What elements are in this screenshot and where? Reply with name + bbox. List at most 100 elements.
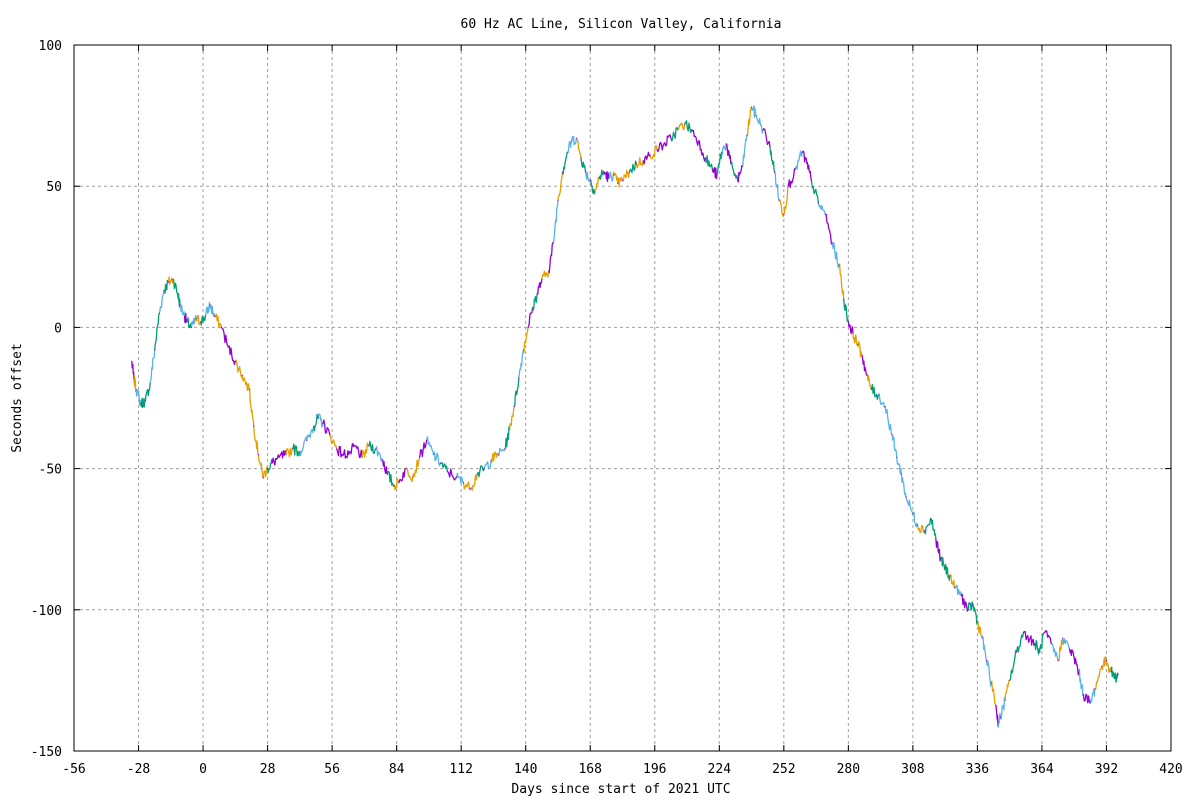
series-segment	[234, 359, 243, 378]
series-segment	[1038, 632, 1045, 653]
data-point	[1043, 631, 1045, 633]
data-point	[1057, 660, 1059, 662]
x-tick-label: 28	[260, 762, 276, 777]
data-point	[824, 213, 826, 216]
data-point	[405, 468, 407, 470]
series-segment	[916, 524, 925, 534]
data-point	[905, 496, 907, 498]
series-segment	[527, 307, 534, 328]
data-point	[154, 349, 156, 351]
series-segment	[656, 141, 665, 153]
data-point	[704, 157, 707, 159]
series-segment	[1062, 637, 1071, 650]
series-segment	[628, 160, 637, 174]
data-point	[1082, 693, 1085, 696]
series-segment	[209, 304, 216, 317]
data-point	[617, 182, 619, 184]
x-tick-label: 308	[901, 762, 924, 777]
data-point	[953, 586, 955, 588]
data-point	[1094, 688, 1096, 690]
data-point	[131, 360, 133, 362]
series-segment	[1115, 672, 1119, 683]
x-tick-label: 140	[514, 762, 537, 777]
series-segment	[725, 143, 732, 164]
data-point	[720, 151, 723, 153]
series-segment	[900, 474, 907, 497]
series-segment	[476, 465, 485, 478]
series-segment	[200, 315, 207, 326]
data-point	[532, 307, 534, 309]
chart-title: 60 Hz AC Line, Silicon Valley, Californi…	[461, 17, 782, 32]
data-point	[1117, 674, 1119, 676]
data-point	[566, 151, 568, 153]
data-point	[990, 682, 992, 684]
data-point	[575, 137, 578, 139]
data-point	[398, 482, 400, 484]
series-segment	[368, 440, 377, 454]
series-segment	[1015, 632, 1025, 653]
series-segment	[769, 146, 776, 173]
series-segment	[144, 383, 151, 401]
series-segment	[603, 170, 610, 183]
data-point	[896, 456, 898, 458]
series-segment	[548, 242, 554, 274]
data-point	[939, 558, 942, 560]
series-segment	[935, 539, 942, 562]
data-point	[787, 185, 790, 187]
series-segment	[953, 584, 962, 596]
series-segment	[154, 313, 160, 351]
series-segment	[838, 263, 845, 300]
series-segment	[522, 327, 529, 354]
series-segment	[253, 426, 259, 455]
series-segment	[1089, 688, 1096, 704]
data-point	[209, 304, 211, 306]
series-segment	[866, 373, 873, 390]
series-segment	[1029, 635, 1036, 646]
series-segment	[608, 171, 614, 182]
x-tick-label: 280	[837, 762, 860, 777]
series-segment	[649, 144, 658, 160]
data-point	[179, 304, 181, 306]
data-point	[730, 163, 732, 165]
data-point	[852, 332, 854, 334]
series-segment	[446, 468, 458, 481]
data-point	[649, 154, 651, 156]
data-point	[995, 705, 997, 707]
data-point	[1110, 671, 1112, 673]
series-segment	[783, 184, 789, 215]
data-point	[843, 298, 845, 300]
x-tick-label: 196	[643, 762, 666, 777]
data-point	[810, 179, 813, 182]
series-segment	[750, 105, 757, 118]
series-segment	[831, 242, 840, 269]
series-segment	[825, 213, 833, 245]
data-point	[986, 660, 988, 662]
series-segment	[594, 177, 601, 192]
data-point	[1115, 676, 1117, 679]
series-segment	[1043, 629, 1052, 644]
data-series	[130, 105, 1119, 728]
data-point	[278, 456, 280, 458]
series-segment	[375, 446, 384, 462]
series-segment	[746, 106, 753, 136]
y-tick-label: -150	[31, 745, 62, 760]
data-point	[412, 476, 414, 478]
data-point	[967, 609, 969, 611]
data-point	[248, 388, 250, 391]
y-tick-label: -100	[31, 604, 62, 619]
data-point	[861, 355, 863, 357]
data-point	[184, 315, 186, 317]
data-point	[580, 157, 582, 159]
data-point	[976, 620, 979, 622]
series-segment	[891, 434, 898, 458]
y-tick-label: 50	[46, 180, 62, 195]
series-segment	[1105, 660, 1112, 673]
data-point	[285, 453, 287, 456]
data-point	[336, 448, 338, 450]
series-segment	[470, 474, 478, 492]
series-segment	[190, 314, 197, 328]
data-point	[677, 129, 679, 131]
data-point	[847, 321, 849, 323]
series-segment	[130, 361, 135, 379]
